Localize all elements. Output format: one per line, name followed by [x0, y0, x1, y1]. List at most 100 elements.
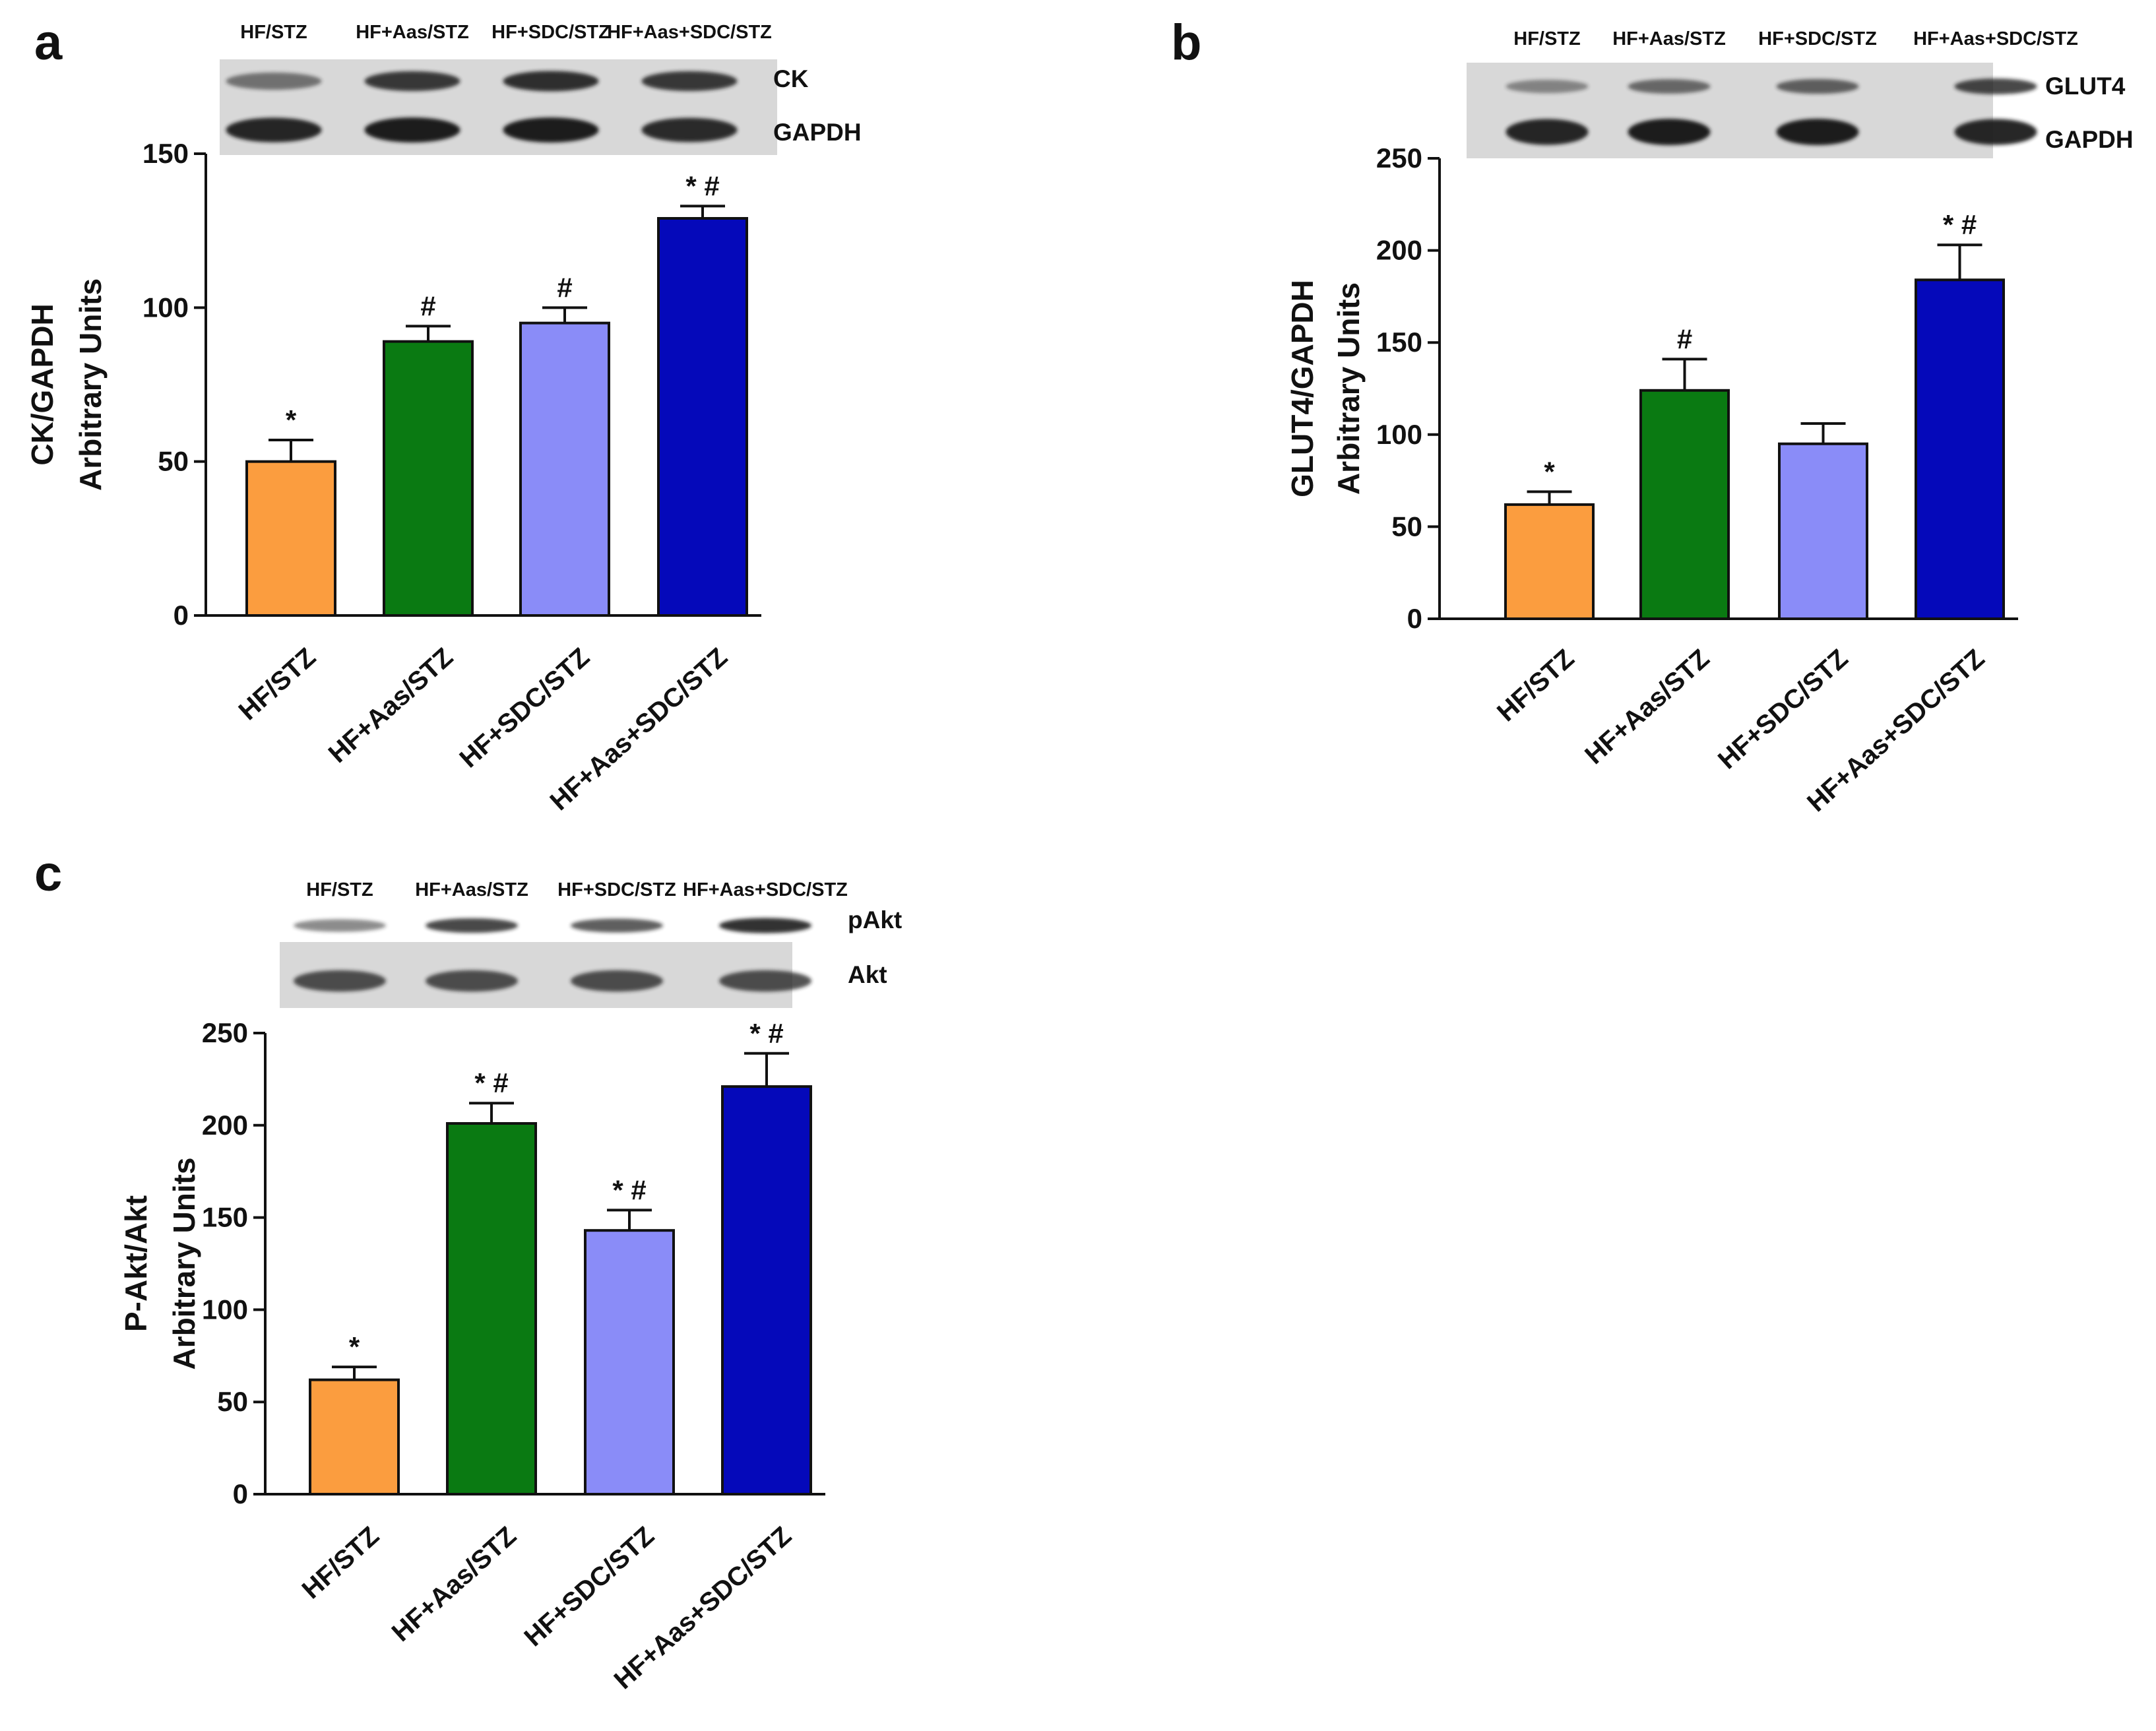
- y-tick-label: 100: [143, 292, 189, 323]
- y-axis-title: GLUT4/GAPDH: [1285, 280, 1319, 497]
- blot-band: [1776, 79, 1859, 94]
- y-axis-title: CK/GAPDH: [25, 303, 59, 465]
- blot-lane-label: HF+SDC/STZ: [1758, 28, 1877, 49]
- blot-lane-label: HF+Aas/STZ: [1612, 28, 1726, 49]
- blot-band: [426, 918, 518, 933]
- blot-band: [1954, 119, 2037, 145]
- blot-lane-label: HF/STZ: [306, 879, 373, 900]
- y-tick-label: 0: [1407, 603, 1422, 634]
- y-tick-label: 50: [1391, 511, 1422, 542]
- panel-c: c HF/STZ HF+Aas/STZ HF+SDC/STZ HF+Aas+SDC/ST…: [34, 846, 902, 1695]
- x-tick-label: HF/STZ: [297, 1521, 385, 1604]
- panel-letter-a: a: [34, 15, 63, 71]
- blot-lane-label: HF+SDC/STZ: [491, 22, 610, 43]
- y-tick-label: 0: [174, 600, 189, 631]
- western-blot-c: HF/STZ HF+Aas/STZ HF+SDC/STZ HF+Aas+SDC/STZ…: [280, 879, 902, 1008]
- y-tick-label: 250: [1376, 142, 1422, 173]
- y-tick-label: 150: [143, 138, 189, 169]
- blot-band: [641, 71, 738, 92]
- blot-band: [1628, 79, 1711, 94]
- y-tick-label: 0: [233, 1478, 248, 1509]
- blot-band: [294, 919, 386, 932]
- y-tick-label: 100: [202, 1294, 248, 1325]
- blot-band: [1506, 119, 1589, 145]
- blot-row-label: pAkt: [848, 906, 902, 933]
- blot-band: [571, 970, 663, 992]
- blot-row-label: GLUT4: [2045, 73, 2126, 100]
- significance-mark: * #: [749, 1018, 783, 1049]
- blot-row-label: GAPDH: [773, 119, 862, 146]
- y-axis-title: P-Akt/Akt: [119, 1195, 153, 1332]
- bar-3: [519, 321, 610, 617]
- blot-band: [641, 117, 738, 142]
- y-tick-label: 100: [1376, 419, 1422, 450]
- panel-b: b HF/STZ HF+Aas/STZ HF+SDC/STZ HF+Aas+SDC/ST…: [1171, 15, 2134, 817]
- blot-band: [503, 117, 599, 142]
- blot-lane-label: HF+Aas+SDC/STZ: [1913, 28, 2078, 49]
- blot-band: [426, 970, 518, 992]
- y-tick-label: 200: [1376, 235, 1422, 266]
- panel-letter-c: c: [34, 846, 62, 902]
- blot-band: [1506, 79, 1589, 94]
- significance-mark: * #: [685, 170, 719, 201]
- bar-4: [721, 1085, 812, 1495]
- bar-2: [383, 340, 474, 617]
- y-axis-title: Arbitrary Units: [73, 278, 108, 491]
- x-tick-label: HF/STZ: [1492, 644, 1579, 727]
- significance-mark: *: [286, 404, 297, 435]
- blot-row-label: CK: [773, 65, 809, 92]
- blot-row-label: Akt: [848, 961, 887, 988]
- x-tick-label: HF+SDC/STZ: [1713, 644, 1854, 775]
- y-tick-label: 50: [158, 446, 189, 477]
- x-tick-label: HF+Aas/STZ: [387, 1521, 522, 1647]
- blot-band: [1628, 119, 1711, 145]
- blot-band: [503, 71, 599, 92]
- blot-lane-label: HF+Aas+SDC/STZ: [607, 22, 772, 43]
- x-tick-label: HF+SDC/STZ: [454, 643, 595, 774]
- bar-1: [309, 1378, 400, 1495]
- y-tick-label: 150: [202, 1202, 248, 1233]
- bar-2: [446, 1122, 537, 1495]
- y-axis-title: Arbitrary Units: [167, 1157, 201, 1369]
- significance-mark: *: [1544, 456, 1555, 487]
- blot-band: [364, 117, 460, 142]
- blot-band: [1776, 119, 1859, 145]
- panel-a: a HF/STZ HF+Aas/STZ HF+SDC/STZHF+Aas+SDC/ST…: [25, 15, 862, 816]
- bar-4: [657, 217, 748, 617]
- blot-lane-label: HF+SDC/STZ: [557, 879, 676, 900]
- significance-mark: * #: [474, 1067, 508, 1098]
- bar-2: [1639, 389, 1730, 620]
- x-tick-label: HF+Aas/STZ: [323, 643, 459, 769]
- blot-band: [1954, 79, 2037, 94]
- significance-mark: #: [557, 272, 572, 303]
- western-blot-b: HF/STZ HF+Aas/STZ HF+SDC/STZ HF+Aas+SDC/STZ…: [1467, 28, 2134, 158]
- blot-lane-label: HF+Aas/STZ: [415, 879, 528, 900]
- blot-band: [719, 918, 811, 933]
- significance-mark: *: [349, 1331, 360, 1362]
- blot-band: [364, 71, 460, 92]
- blot-lane-label: HF+Aas+SDC/STZ: [683, 879, 848, 900]
- x-tick-label: HF+SDC/STZ: [519, 1521, 660, 1652]
- blot-lane-label: HF+Aas/STZ: [356, 22, 469, 43]
- y-axis-title: Arbitrary Units: [1331, 282, 1366, 495]
- bar-4: [1915, 278, 2005, 621]
- significance-mark: #: [420, 290, 435, 321]
- bar-3: [1778, 442, 1868, 620]
- blot-band: [719, 970, 811, 992]
- panel-letter-b: b: [1171, 15, 1201, 71]
- bar-1: [245, 460, 336, 617]
- bar-3: [584, 1229, 675, 1495]
- y-tick-label: 200: [202, 1110, 248, 1141]
- blot-row-label: GAPDH: [2045, 126, 2134, 153]
- y-tick-label: 150: [1376, 327, 1422, 358]
- y-tick-label: 50: [217, 1386, 248, 1417]
- blot-band: [226, 72, 322, 90]
- x-tick-label: HF/STZ: [234, 643, 321, 726]
- y-tick-label: 250: [202, 1017, 248, 1048]
- significance-mark: * #: [612, 1174, 646, 1205]
- blot-lane-label: HF/STZ: [240, 22, 307, 43]
- blot-band: [226, 117, 322, 142]
- western-blot-a: HF/STZ HF+Aas/STZ HF+SDC/STZHF+Aas+SDC/STZ…: [220, 22, 862, 155]
- blot-band: [571, 918, 663, 933]
